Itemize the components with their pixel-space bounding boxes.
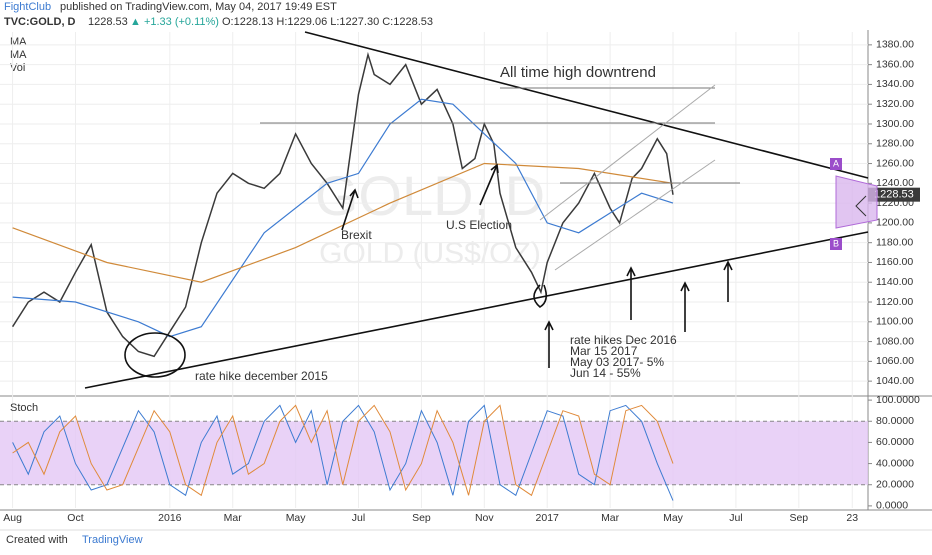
y-tick-label: 1380.00 [876, 39, 914, 51]
y2-tick-label: 0.0000 [876, 500, 908, 512]
y-tick-label: 1040.00 [876, 375, 914, 387]
last-price-label: 1228.53 [874, 189, 914, 201]
x-tick-label: Jul [352, 512, 365, 524]
x-tick-label: 2016 [158, 512, 182, 524]
trend-line [304, 31, 869, 179]
y2-tick-label: 100.0000 [876, 394, 920, 406]
ohlc: O:1228.13 H:1229.06 L:1227.30 C:1228.53 [222, 16, 433, 28]
arrow [341, 188, 359, 231]
y-tick-label: 1200.00 [876, 217, 914, 229]
y-tick-label: 1280.00 [876, 138, 914, 150]
annotation: rate hikes Dec 2016 [570, 333, 677, 347]
label-b: B [833, 238, 839, 248]
label-a: A [833, 158, 839, 168]
y-tick-label: 1180.00 [876, 236, 913, 248]
y-tick-label: 1240.00 [876, 177, 914, 189]
footer-brand[interactable]: TradingView [82, 534, 143, 546]
y-tick-label: 1160.00 [876, 256, 913, 268]
y-tick-label: 1300.00 [876, 118, 914, 130]
circle [124, 332, 186, 378]
x-tick-label: May [663, 512, 684, 524]
channel [554, 159, 716, 271]
annotation: Brexit [341, 228, 372, 242]
y-tick-label: 1100.00 [876, 316, 913, 328]
y2-tick-label: 60.0000 [876, 436, 914, 448]
arrow [680, 281, 690, 332]
y2-tick-label: 40.0000 [876, 457, 914, 469]
y-tick-label: 1060.00 [876, 355, 914, 367]
y-tick-label: 1140.00 [876, 276, 913, 288]
channel [539, 84, 716, 221]
x-tick-label: Oct [67, 512, 83, 524]
x-tick-label: Nov [475, 512, 494, 524]
annotation: rate hike december 2015 [195, 369, 328, 383]
x-tick-label: Mar [601, 512, 620, 524]
circle [533, 284, 548, 308]
indicator: Stoch [10, 402, 38, 414]
x-tick-label: Sep [789, 512, 808, 524]
x-tick-label: 23 [846, 512, 858, 524]
trend-line [84, 231, 869, 389]
y-tick-label: 1340.00 [876, 78, 914, 90]
stoch-line [12, 404, 674, 497]
x-tick-label: May [286, 512, 307, 524]
y2-tick-label: 20.0000 [876, 479, 914, 491]
price-line [11, 51, 674, 358]
change: ▲ +1.33 (+0.11%) [130, 16, 219, 28]
arrow [855, 195, 867, 217]
y-tick-label: 1260.00 [876, 157, 914, 169]
y-tick-label: 1360.00 [876, 58, 914, 70]
y2-tick-label: 80.0000 [876, 415, 914, 427]
arrow [544, 320, 554, 368]
y-tick-label: 1320.00 [876, 98, 914, 110]
last: 1228.53 [88, 16, 128, 28]
annotation: All time high downtrend [500, 64, 656, 81]
x-tick-label: Jul [729, 512, 742, 524]
y-tick-label: 1120.00 [876, 296, 913, 308]
symbol: TVC:GOLD, D [4, 16, 76, 28]
label-box [830, 238, 842, 250]
x-tick-label: Mar [224, 512, 243, 524]
published: published on TradingView.com, May 04, 20… [60, 1, 337, 13]
label-box [830, 158, 842, 170]
arrow [723, 260, 733, 302]
indicator: MA [10, 49, 27, 61]
last-price-box [868, 187, 920, 202]
arrow [479, 163, 499, 206]
annotation: May 03 2017- 5% [570, 355, 664, 369]
stoch-line [12, 404, 674, 501]
x-tick-label: Aug [3, 512, 22, 524]
arrow [626, 266, 636, 320]
author[interactable]: FightClub [4, 1, 51, 13]
projection-box [835, 175, 878, 229]
annotation: Mar 15 2017 [570, 344, 638, 358]
footer-created: Created with [6, 534, 68, 546]
y-tick-label: 1080.00 [876, 335, 914, 347]
x-tick-label: 2017 [536, 512, 560, 524]
annotation: U.S Election [446, 218, 512, 232]
annotation: Jun 14 - 55% [570, 366, 641, 380]
x-tick-label: Sep [412, 512, 431, 524]
